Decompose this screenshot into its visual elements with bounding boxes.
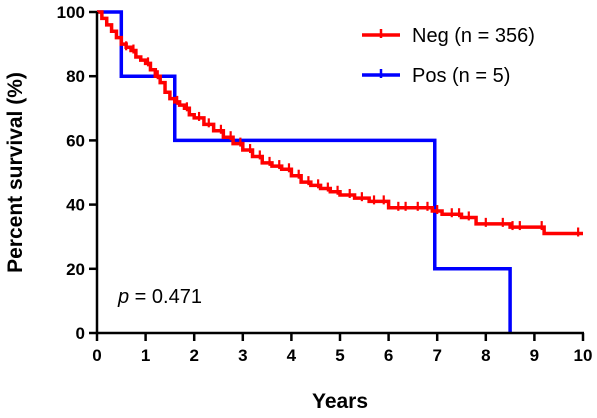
x-axis-title: Years <box>312 390 368 413</box>
x-tick-label: 0 <box>92 346 101 365</box>
y-axis-title: Percent survival (%) <box>4 72 27 273</box>
legend: Neg (n = 356) Pos (n = 5) <box>362 25 535 87</box>
x-tick-label: 10 <box>574 346 593 365</box>
y-tick-label: 60 <box>66 131 85 150</box>
y-tick-label: 100 <box>57 3 85 22</box>
y-tick-label: 0 <box>76 324 85 343</box>
x-tick-labels: 0 1 2 3 4 5 6 7 8 9 10 <box>92 346 592 365</box>
y-tick-label: 40 <box>66 196 85 215</box>
y-tick-label: 20 <box>66 260 85 279</box>
tick-marks <box>89 10 585 341</box>
p-value-text: = 0.471 <box>129 286 202 308</box>
x-tick-label: 9 <box>530 346 539 365</box>
x-tick-label: 5 <box>335 346 344 365</box>
legend-pos-label: Pos (n = 5) <box>412 65 510 87</box>
legend-neg-label: Neg (n = 356) <box>412 25 535 47</box>
p-value-symbol: p <box>117 286 129 308</box>
x-tick-label: 2 <box>189 346 198 365</box>
y-tick-label: 80 <box>66 67 85 86</box>
plot-area <box>97 10 583 333</box>
x-tick-label: 4 <box>287 346 297 365</box>
x-tick-label: 3 <box>238 346 247 365</box>
legend-item-neg: Neg (n = 356) <box>362 25 535 47</box>
x-tick-label: 7 <box>432 346 441 365</box>
p-value-annotation: p = 0.471 <box>117 286 202 308</box>
x-tick-label: 6 <box>384 346 393 365</box>
series-line-pos <box>97 10 512 333</box>
series-line-neg <box>97 10 583 236</box>
legend-item-pos: Pos (n = 5) <box>362 65 510 87</box>
x-tick-label: 8 <box>481 346 490 365</box>
y-tick-labels: 0 20 40 60 80 100 <box>57 3 85 343</box>
x-tick-label: 1 <box>141 346 150 365</box>
